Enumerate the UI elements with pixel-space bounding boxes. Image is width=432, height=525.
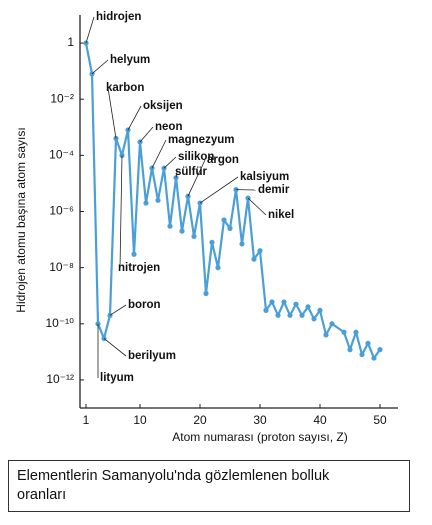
leader-line: [109, 304, 127, 316]
data-point: [203, 290, 209, 297]
caption-box: Elementlerin Samanyolu'nda gözlemlenen b…: [8, 460, 410, 512]
data-point: [311, 316, 317, 322]
y-axis-label: Hidrojen atomu başına atom sayısı: [14, 127, 28, 312]
data-point: [155, 197, 161, 203]
data-point: [299, 312, 305, 318]
data-point: [83, 40, 89, 46]
annotation: magnezyum: [168, 134, 234, 146]
x-tick-label: 1: [83, 413, 90, 427]
y-tick-label: 10⁻⁸: [49, 260, 74, 274]
data-point: [275, 312, 281, 318]
x-tick-label: 20: [193, 413, 207, 427]
leader-line: [187, 159, 206, 197]
data-point: [143, 200, 149, 206]
leader-line: [139, 126, 154, 143]
data-point: [131, 251, 137, 257]
annotation: sülfür: [175, 166, 207, 178]
y-tick-label: 1: [67, 35, 74, 49]
annotation: argon: [207, 154, 239, 166]
annotation: lityum: [100, 372, 134, 384]
y-tick-label: 10⁻⁴: [49, 148, 74, 162]
data-point: [359, 351, 365, 358]
annotation: kalsiyum: [240, 171, 289, 183]
annotation: berilyum: [128, 350, 176, 362]
x-tick-label: 10: [133, 413, 147, 427]
x-axis-label: Atom numarası (proton sayısı, Z): [172, 430, 347, 444]
x-tick-label: 50: [373, 413, 387, 427]
data-point: [227, 225, 233, 232]
data-point: [269, 299, 275, 305]
leader-line: [175, 171, 178, 178]
annotation: helyum: [110, 54, 150, 66]
y-tick-label: 10⁻²: [50, 91, 74, 105]
data-point: [263, 307, 269, 313]
x-tick-label: 40: [313, 413, 327, 427]
data-point: [257, 248, 263, 254]
leader-line: [199, 176, 239, 204]
annotation: boron: [128, 299, 161, 311]
leader-line: [103, 338, 127, 357]
data-point: [167, 223, 173, 229]
data-point: [191, 233, 197, 239]
data-point: [287, 312, 293, 318]
leader-line: [119, 155, 123, 269]
leader-line: [163, 156, 177, 169]
data-point: [215, 265, 221, 271]
data-point: [293, 301, 299, 307]
data-point: [239, 241, 245, 247]
leader-line: [247, 197, 267, 216]
data-point: [221, 217, 227, 223]
chart: Atom numarası (proton sayısı, Z) Hidroje…: [14, 11, 398, 444]
annotation: neon: [155, 121, 182, 133]
data-point: [329, 321, 335, 327]
leader-line: [91, 59, 109, 75]
annotation: oksijen: [143, 100, 183, 112]
y-tick-label: 10⁻¹²: [46, 372, 74, 386]
data-point: [371, 355, 377, 361]
data-point: [209, 239, 215, 245]
leader-line: [85, 16, 95, 44]
annotation: nitrojen: [118, 262, 160, 274]
annotation: hidrojen: [96, 11, 141, 23]
data-point: [305, 304, 311, 310]
y-tick-label: 10⁻⁶: [49, 204, 74, 218]
annotation: demir: [258, 184, 290, 196]
data-point: [341, 329, 347, 335]
y-tick-label: 10⁻¹⁰: [46, 316, 75, 330]
data-point: [251, 256, 257, 262]
annotation: silikon: [178, 151, 214, 163]
data-point: [317, 307, 323, 313]
caption: Elementlerin Samanyolu'nda gözlemlenen b…: [17, 468, 330, 503]
annotation: karbon: [106, 82, 144, 94]
data-point: [281, 299, 287, 305]
leader-line: [151, 139, 167, 169]
data-point: [365, 340, 371, 347]
data-point: [377, 347, 383, 353]
leader-line: [127, 105, 142, 131]
x-tick-label: 30: [253, 413, 267, 427]
data-point: [353, 329, 359, 335]
data-point: [323, 332, 329, 338]
annotation: nikel: [268, 209, 294, 221]
data-point: [179, 228, 185, 234]
leader-line: [107, 87, 117, 139]
data-point: [347, 347, 353, 353]
